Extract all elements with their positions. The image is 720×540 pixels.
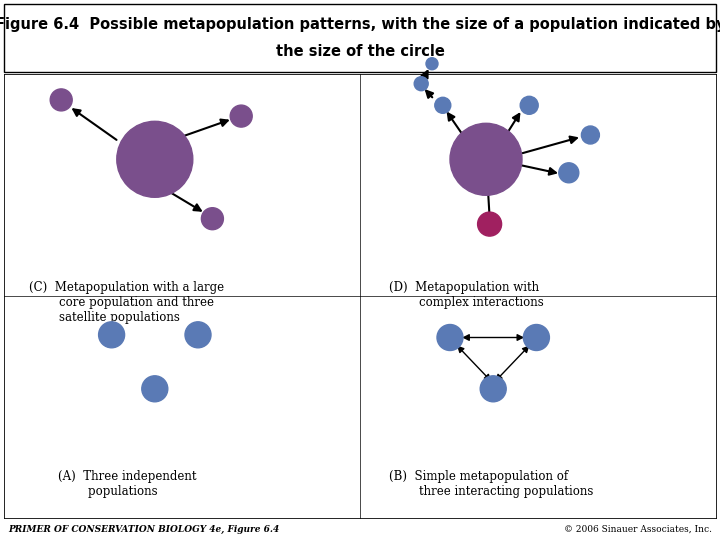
Text: (B)  Simple metapopulation of
        three interacting populations: (B) Simple metapopulation of three inter… (389, 470, 593, 498)
Circle shape (185, 322, 211, 348)
Text: (A)  Three independent
        populations: (A) Three independent populations (58, 470, 196, 498)
Text: Figure 6.4  Possible metapopulation patterns, with the size of a population indi: Figure 6.4 Possible metapopulation patte… (0, 17, 720, 32)
Circle shape (437, 325, 463, 350)
Circle shape (230, 105, 252, 127)
Circle shape (117, 122, 193, 197)
Text: the size of the circle: the size of the circle (276, 44, 444, 59)
Circle shape (50, 89, 72, 111)
Circle shape (426, 58, 438, 70)
Circle shape (559, 163, 579, 183)
Text: (C)  Metapopulation with a large
        core population and three
        satel: (C) Metapopulation with a large core pop… (29, 281, 224, 324)
Circle shape (99, 322, 125, 348)
Circle shape (142, 376, 168, 402)
Circle shape (521, 96, 539, 114)
Circle shape (435, 97, 451, 113)
Circle shape (414, 77, 428, 91)
Circle shape (523, 325, 549, 350)
Circle shape (480, 376, 506, 402)
Text: PRIMER OF CONSERVATION BIOLOGY 4e, Figure 6.4: PRIMER OF CONSERVATION BIOLOGY 4e, Figur… (8, 525, 279, 534)
Circle shape (477, 212, 502, 236)
Circle shape (450, 123, 522, 195)
Circle shape (202, 208, 223, 230)
Text: (D)  Metapopulation with
        complex interactions: (D) Metapopulation with complex interact… (389, 281, 544, 309)
FancyBboxPatch shape (4, 4, 716, 72)
Text: © 2006 Sinauer Associates, Inc.: © 2006 Sinauer Associates, Inc. (564, 525, 712, 534)
Circle shape (582, 126, 599, 144)
